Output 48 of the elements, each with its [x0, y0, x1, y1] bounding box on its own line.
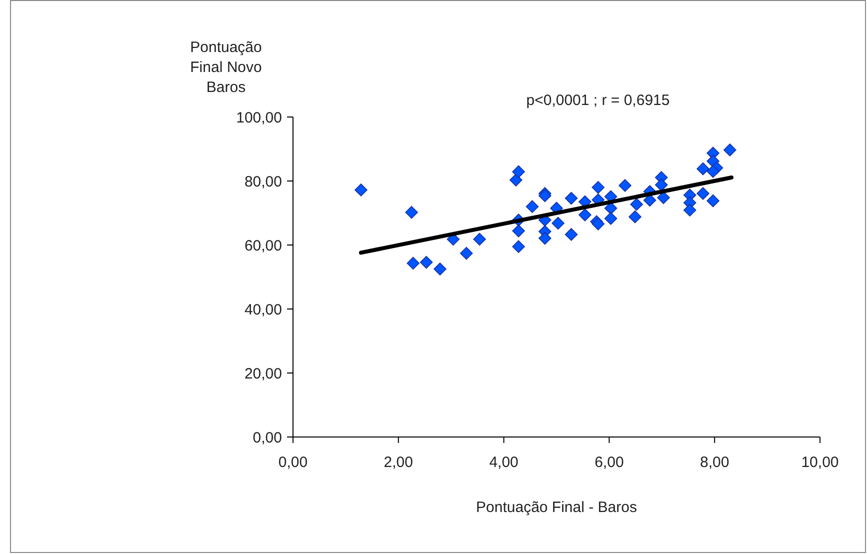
point	[706, 194, 720, 208]
x-tick-label: 2,00	[384, 454, 413, 471]
y-tick-label: 20,00	[244, 365, 282, 382]
x-axis-title: Pontuação Final - Baros	[476, 499, 637, 516]
point	[654, 178, 668, 192]
y-tick-label: 80,00	[244, 173, 282, 190]
point	[552, 216, 564, 230]
point	[630, 198, 644, 211]
point	[512, 165, 525, 178]
point	[564, 192, 578, 205]
y-tick-label: 40,00	[244, 301, 282, 318]
point	[512, 224, 525, 238]
y-tick-label: 100,00	[236, 109, 282, 126]
point	[604, 202, 618, 215]
point	[538, 189, 552, 202]
point	[512, 240, 525, 253]
point	[434, 262, 446, 276]
x-tick-label: 4,00	[489, 454, 518, 471]
point	[643, 194, 656, 207]
point	[526, 200, 539, 213]
x-tick-label: 10,00	[801, 454, 839, 471]
point	[696, 162, 710, 176]
point	[628, 210, 642, 224]
point	[723, 144, 736, 156]
point	[460, 246, 473, 260]
point	[406, 256, 420, 270]
point	[592, 181, 605, 194]
point	[405, 206, 418, 219]
point	[706, 165, 720, 178]
point	[420, 256, 433, 269]
y-tick-label: 0,00	[252, 429, 282, 446]
point	[696, 187, 710, 200]
point	[473, 232, 486, 246]
point	[683, 204, 696, 217]
point	[538, 232, 552, 245]
x-tick-label: 0,00	[278, 454, 308, 471]
x-tick-label: 8,00	[700, 454, 730, 471]
point	[618, 179, 632, 192]
y-tick-label: 60,00	[244, 237, 282, 254]
text: p<0,0001 ; r = 0,6915	[526, 92, 670, 109]
point	[578, 208, 592, 222]
point	[604, 212, 618, 225]
x-tick-label: 6,00	[594, 454, 624, 471]
point	[657, 191, 670, 204]
y-axis-title: Pontuação Final Novo Baros	[190, 39, 262, 96]
point	[354, 184, 368, 196]
point	[564, 228, 578, 241]
point	[510, 174, 522, 186]
